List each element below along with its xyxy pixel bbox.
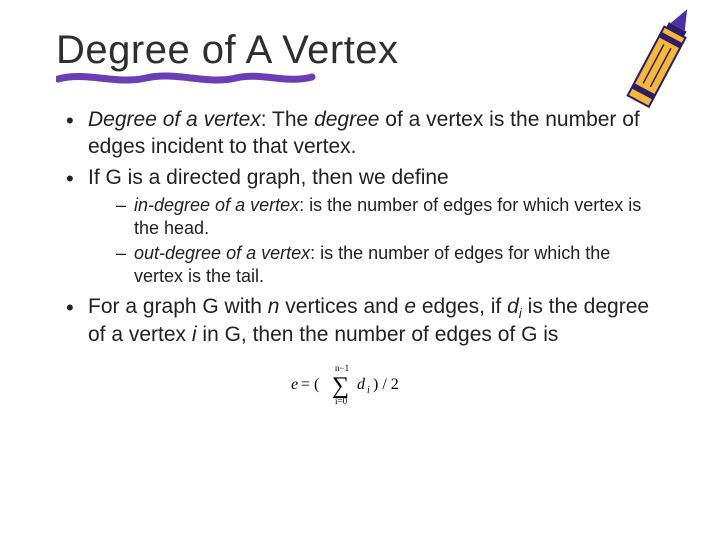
slide-title: Degree of A Vertex [56, 28, 664, 73]
formula: e = ( n−1 ∑ i=0 d i ) / 2 [56, 361, 664, 410]
sub-bullet-in-degree: in-degree of a vertex: is the number of … [116, 194, 664, 240]
sub-bullet-out-degree: out-degree of a vertex: is the number of… [116, 242, 664, 288]
term-degree-of-vertex: Degree of a vertex [88, 108, 261, 131]
formula-close-div: ) / 2 [373, 376, 399, 393]
formula-d-sub: i [367, 385, 370, 396]
bullet-1: Degree of a vertex: The degree of a vert… [66, 107, 664, 161]
title-underline-swish [56, 69, 316, 87]
bullet-3: For a graph G with n vertices and e edge… [66, 294, 664, 350]
formula-sum-upper: n−1 [335, 363, 349, 373]
formula-d: d [357, 376, 366, 393]
bullet-2: If G is a directed graph, then we define… [66, 165, 664, 288]
formula-eq-open: = ( [301, 376, 319, 393]
emph-degree: degree [314, 108, 379, 131]
bullet-list: Degree of a vertex: The degree of a vert… [56, 107, 664, 349]
formula-lhs: e [291, 376, 298, 393]
title-block: Degree of A Vertex [56, 28, 664, 73]
formula-sum-lower: i=0 [335, 396, 348, 405]
sub-bullet-list: in-degree of a vertex: is the number of … [88, 194, 664, 288]
